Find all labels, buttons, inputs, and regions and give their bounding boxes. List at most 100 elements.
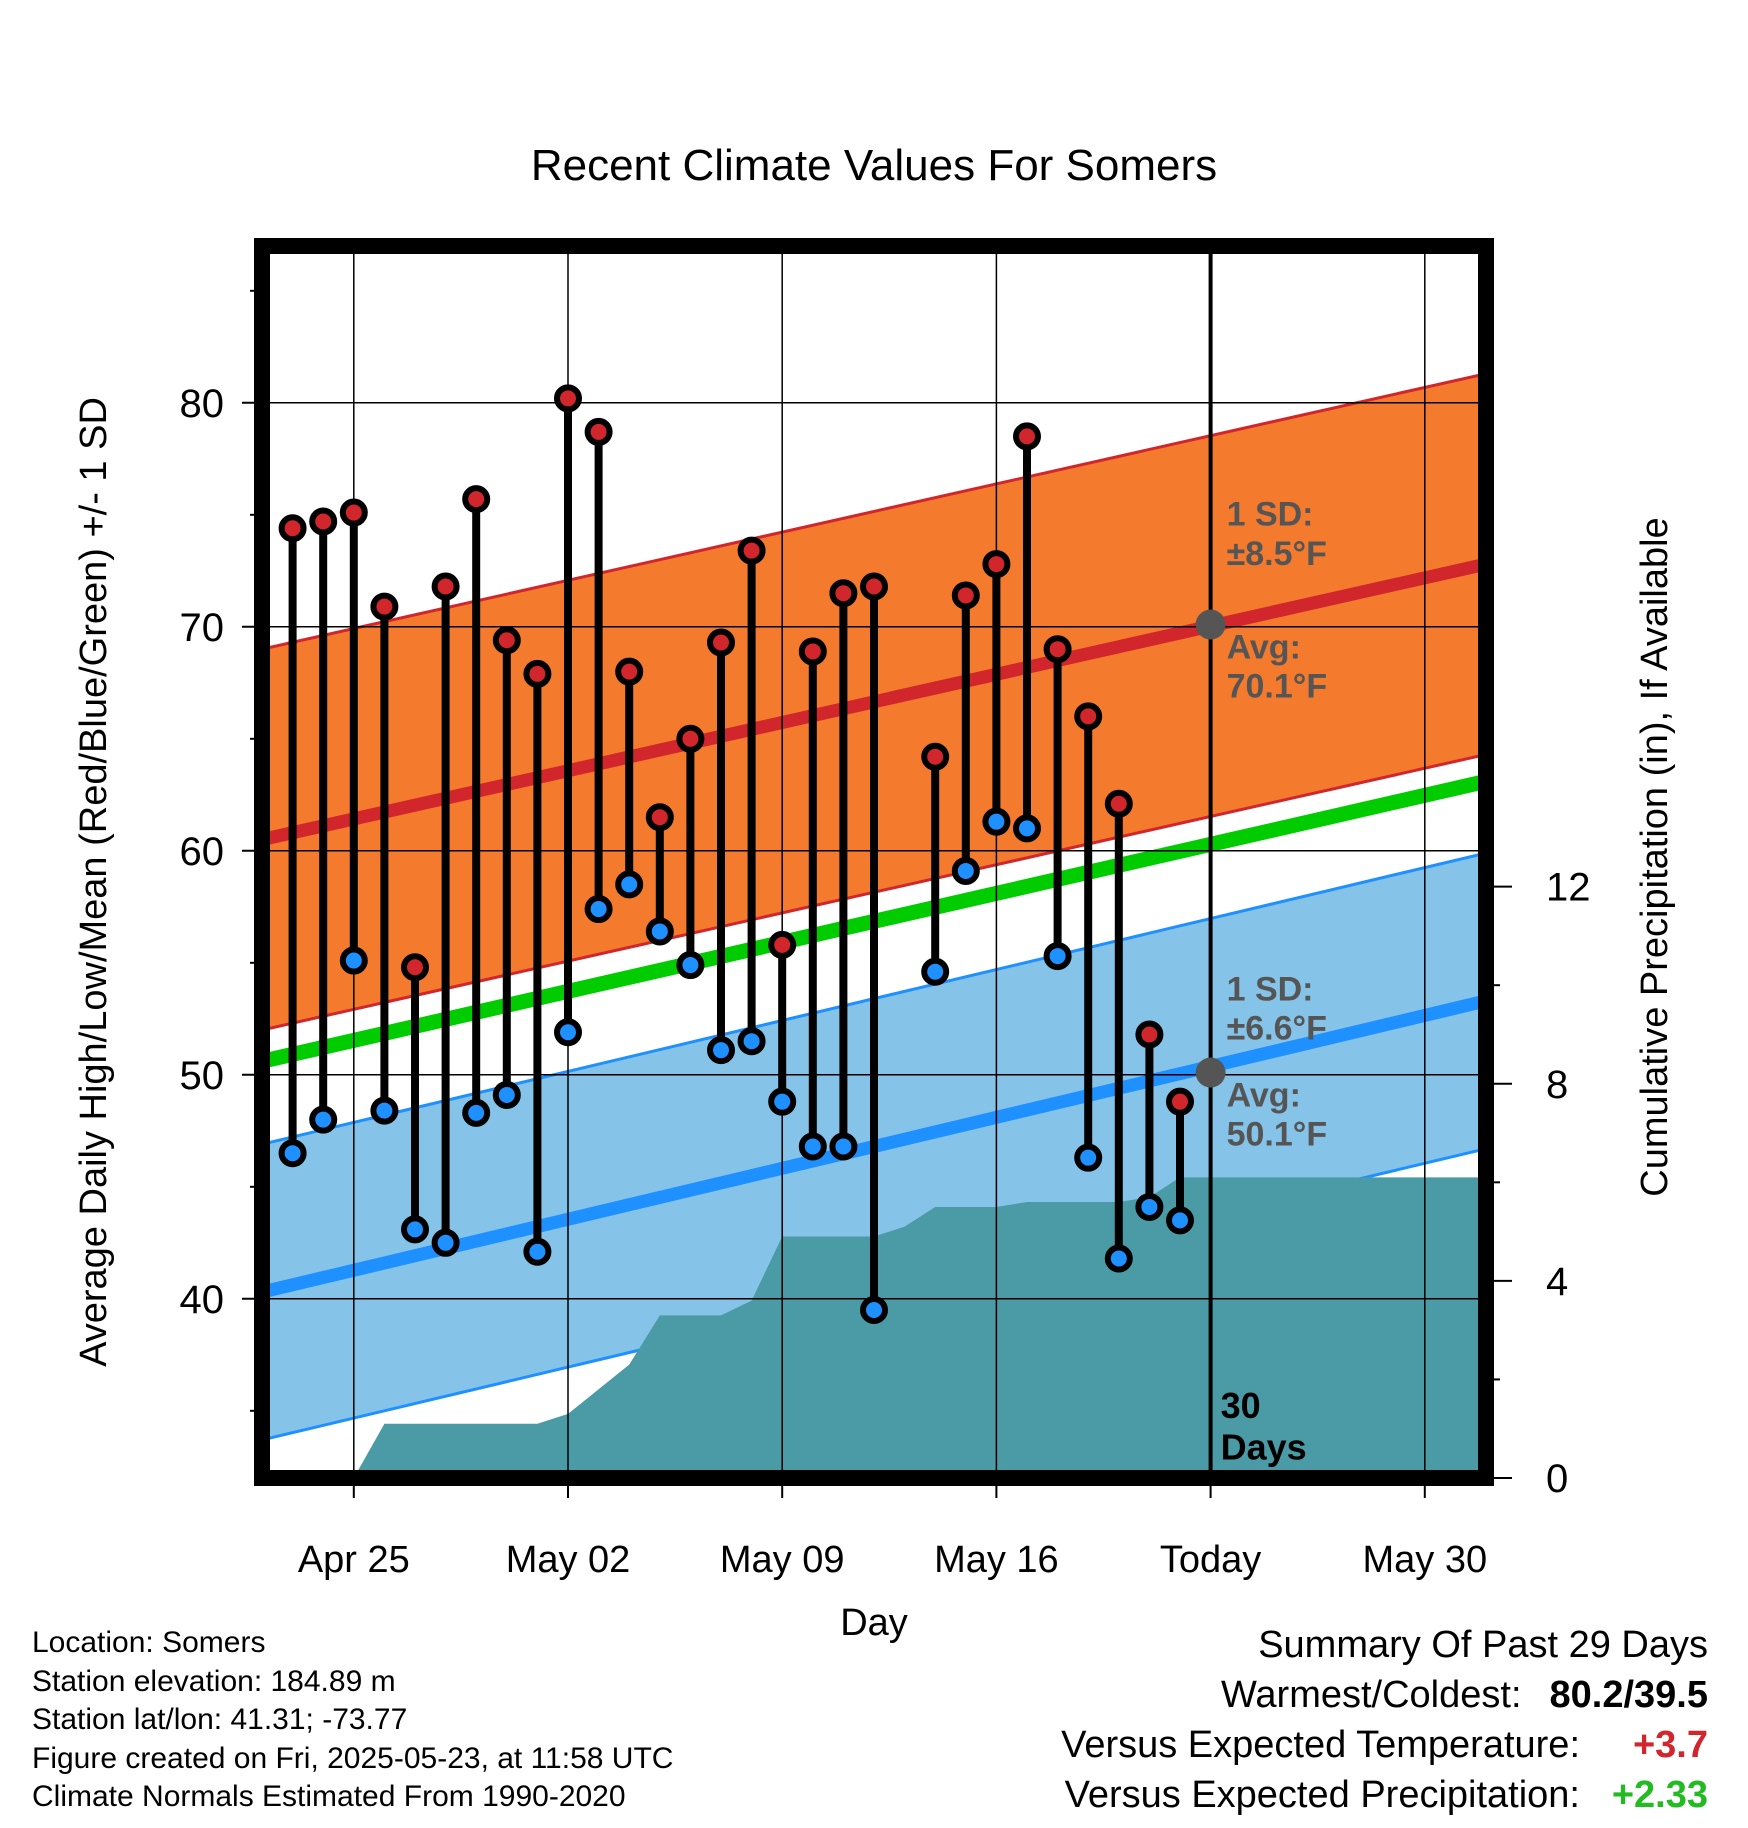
- low-sd-annotation-line: 1 SD:: [1227, 971, 1314, 1009]
- daily-low-point: [860, 1296, 888, 1324]
- daily-low-point: [1074, 1143, 1103, 1172]
- low-sd-annotation: 1 SD: ±6.6°F: [1227, 971, 1327, 1048]
- daily-low-point: [1104, 1244, 1133, 1273]
- today-days-label-line: 30: [1221, 1385, 1261, 1426]
- daily-high-point: [584, 417, 613, 446]
- daily-high-point: [492, 626, 521, 655]
- x-tick-label: Apr 25: [298, 1539, 410, 1581]
- low-avg-annotation-line: 50.1°F: [1227, 1116, 1328, 1154]
- daily-high-point: [921, 742, 950, 771]
- daily-low-point: [554, 1018, 582, 1047]
- x-tick-label: Today: [1160, 1539, 1261, 1581]
- daily-low-point: [676, 951, 705, 980]
- temp-label: Versus Expected Temperature:: [1061, 1724, 1580, 1766]
- summary-precip: Versus Expected Precipitation: +2.33: [1061, 1770, 1708, 1820]
- high-avg-annotation-line: 70.1°F: [1227, 668, 1328, 706]
- y2-axis-label: Cumulative Precipitation (in), If Availa…: [1634, 517, 1676, 1196]
- daily-low-point: [921, 957, 950, 986]
- daily-low-point: [615, 870, 644, 899]
- daily-high-point: [462, 485, 491, 514]
- daily-low-point: [584, 895, 613, 924]
- daily-high-point: [1104, 789, 1133, 818]
- daily-high-point: [860, 572, 888, 601]
- daily-low-point: [982, 807, 1011, 836]
- y-tick-label: 50: [180, 1054, 225, 1098]
- daily-low-point: [523, 1237, 552, 1266]
- low-avg-annotation: Avg: 50.1°F: [1227, 1077, 1328, 1154]
- chart-title: Recent Climate Values For Somers: [531, 141, 1217, 190]
- daily-low-point: [951, 856, 980, 885]
- daily-high-point: [1166, 1087, 1194, 1116]
- daily-high-point: [645, 803, 674, 832]
- daily-high-point: [278, 514, 307, 543]
- daily-high-point: [401, 953, 429, 982]
- daily-high-point: [554, 384, 582, 413]
- daily-low-point: [370, 1096, 399, 1125]
- high-avg-annotation: Avg: 70.1°F: [1227, 629, 1328, 706]
- y-tick-label: 70: [180, 606, 225, 650]
- daily-low-point: [339, 946, 368, 975]
- daily-low-point: [645, 917, 674, 946]
- x-tick-label: May 02: [506, 1539, 631, 1581]
- summary-extremes: Warmest/Coldest: 80.2/39.5: [1061, 1670, 1708, 1720]
- today-days-label-line: Days: [1221, 1426, 1307, 1467]
- daily-low-point: [309, 1105, 338, 1134]
- y-tick-label: 40: [180, 1278, 225, 1322]
- daily-high-point: [676, 724, 705, 753]
- x-tick-label: May 16: [934, 1539, 1059, 1581]
- low-sd-annotation-line: ±6.6°F: [1227, 1010, 1327, 1048]
- precip-value: +2.33: [1611, 1774, 1708, 1816]
- high-sd-band-upper-edge: [262, 372, 1486, 651]
- daily-high-point: [1074, 702, 1103, 731]
- daily-high-point: [798, 637, 827, 666]
- x-axis-label: Day: [840, 1602, 908, 1644]
- daily-high-point: [829, 579, 858, 608]
- y2-tick-label: 12: [1546, 866, 1591, 910]
- y2-tick-label: 4: [1546, 1260, 1568, 1304]
- station-info: Location: Somers Station elevation: 184.…: [32, 1624, 673, 1817]
- daily-high-point: [1043, 635, 1072, 664]
- extremes-value: 80.2/39.5: [1549, 1674, 1708, 1716]
- daily-low-point: [1166, 1206, 1194, 1235]
- daily-low-point: [492, 1080, 521, 1109]
- created-text: Figure created on Fri, 2025-05-23, at 11…: [32, 1741, 674, 1775]
- daily-high-point: [309, 507, 338, 536]
- daily-low-point: [462, 1098, 491, 1127]
- elevation-text: Station elevation: 184.89 m: [32, 1664, 396, 1698]
- precip-label: Versus Expected Precipitation:: [1064, 1774, 1580, 1816]
- daily-high-point: [523, 659, 552, 688]
- low-avg-today-marker: [1195, 1057, 1226, 1088]
- daily-high-point: [982, 550, 1011, 579]
- daily-low-point: [278, 1139, 307, 1168]
- daily-high-point: [615, 657, 644, 686]
- high-avg-today-marker: [1195, 609, 1226, 640]
- y2-tick-label: 0: [1546, 1457, 1568, 1501]
- summary-panel: Summary Of Past 29 Days Warmest/Coldest:…: [1061, 1620, 1708, 1820]
- daily-low-point: [1013, 814, 1041, 843]
- daily-high-point: [431, 572, 460, 601]
- daily-high-point: [707, 628, 735, 657]
- high-sd-annotation: 1 SD: ±8.5°F: [1227, 496, 1327, 573]
- high-sd-annotation-line: ±8.5°F: [1227, 535, 1327, 573]
- daily-low-point: [431, 1228, 460, 1257]
- x-tick-label: May 09: [720, 1539, 845, 1581]
- plot-frame: [254, 238, 1494, 1486]
- daily-low-point: [401, 1215, 429, 1244]
- daily-high-point: [737, 536, 766, 565]
- daily-low-point: [707, 1036, 735, 1065]
- summary-title: Summary Of Past 29 Days: [1258, 1624, 1708, 1666]
- daily-high-point: [339, 498, 368, 527]
- high-avg-annotation-line: Avg:: [1227, 629, 1301, 667]
- daily-high-point: [1135, 1020, 1164, 1049]
- normals-text: Climate Normals Estimated From 1990-2020: [32, 1780, 626, 1813]
- y-tick-label: 80: [180, 382, 225, 426]
- location-text: Location: Somers: [32, 1626, 266, 1659]
- daily-low-point: [1043, 942, 1072, 971]
- extremes-label: Warmest/Coldest:: [1220, 1674, 1522, 1716]
- high-sd-annotation-line: 1 SD:: [1227, 496, 1314, 534]
- y2-tick-label: 8: [1546, 1063, 1568, 1107]
- daily-high-point: [768, 930, 797, 959]
